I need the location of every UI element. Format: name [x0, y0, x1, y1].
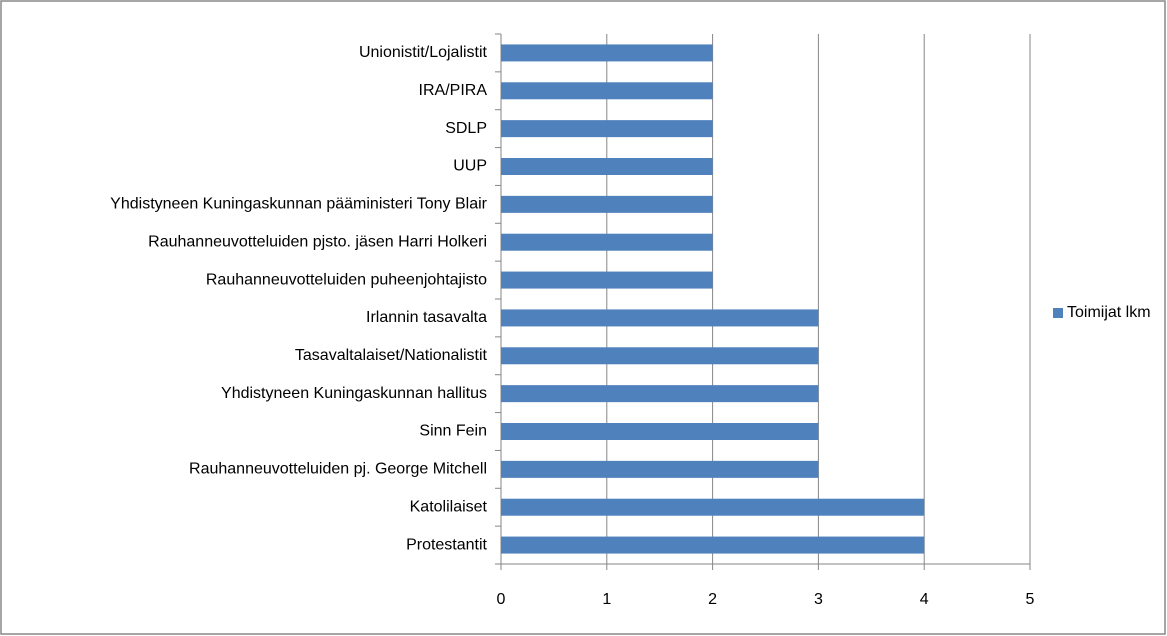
y-tick-label: Unionistit/Lojalistit [359, 44, 488, 61]
bar [501, 158, 713, 175]
y-tick-label: Tasavaltalaiset/Nationalistit [295, 347, 488, 364]
y-tick-label: Yhdistyneen Kuningaskunnan hallitus [221, 385, 487, 402]
y-tick-label: SDLP [445, 120, 487, 137]
bar [501, 385, 819, 403]
bar [501, 233, 713, 251]
y-tick-label: Rauhanneuvotteluiden pj. George Mitchell [189, 461, 487, 478]
y-tick-label: Sinn Fein [419, 423, 487, 440]
bar [501, 460, 819, 478]
bar [501, 423, 819, 440]
x-tick-label: 0 [497, 591, 506, 608]
legend-swatch [1053, 308, 1063, 318]
bar [501, 271, 713, 289]
x-tick-label: 1 [602, 591, 611, 608]
y-tick-label: UUP [453, 158, 487, 175]
bar [501, 195, 713, 213]
x-tick-label: 3 [814, 591, 823, 608]
x-tick-label: 4 [920, 591, 929, 608]
y-tick-label: Yhdistyneen Kuningaskunnan pääministeri … [110, 196, 488, 213]
bar [501, 82, 713, 100]
bar [501, 498, 925, 516]
legend-label: Toimijat lkm [1067, 304, 1151, 321]
bar [501, 347, 819, 365]
bar [501, 120, 713, 138]
bar [501, 309, 819, 327]
bar [501, 536, 925, 554]
y-tick-label: Protestantit [406, 536, 487, 553]
y-tick-label: Rauhanneuvotteluiden pjsto. jäsen Harri … [148, 233, 487, 250]
x-tick-label: 2 [708, 591, 717, 608]
y-tick-label: Rauhanneuvotteluiden puheenjohtajisto [206, 271, 487, 288]
y-tick-label: Katolilaiset [410, 498, 488, 515]
y-tick-label: Irlannin tasavalta [366, 309, 487, 326]
x-tick-label: 5 [1026, 591, 1035, 608]
y-tick-label: IRA/PIRA [419, 82, 488, 99]
bar [501, 44, 713, 62]
